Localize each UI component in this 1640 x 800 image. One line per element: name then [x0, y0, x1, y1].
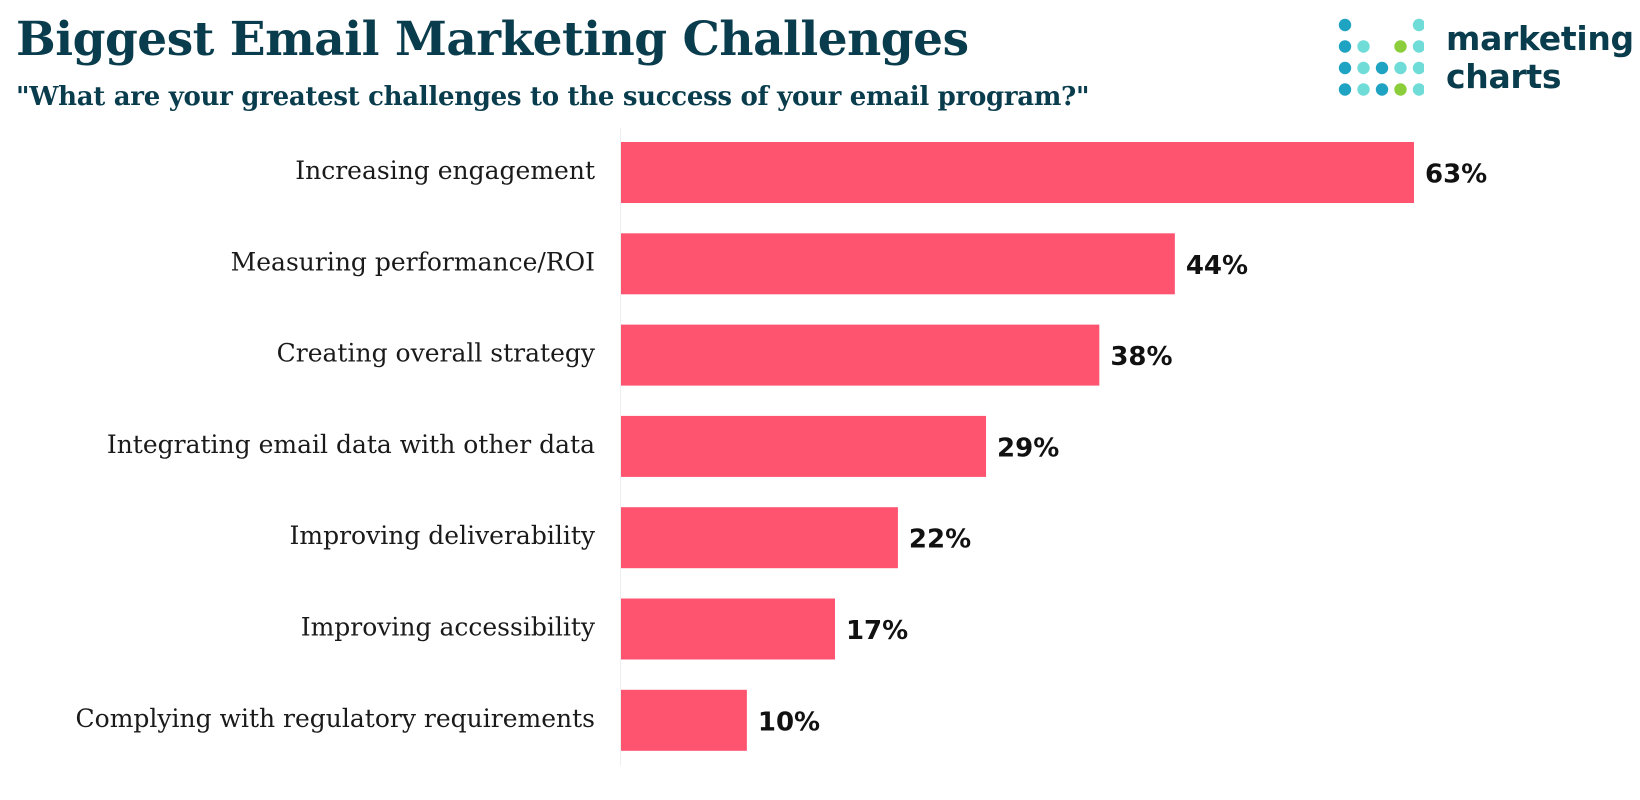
bar [621, 324, 1100, 386]
data-label: 29% [997, 433, 1059, 463]
logo-dot [1357, 40, 1370, 53]
data-label: 38% [1110, 342, 1172, 372]
bar [621, 415, 987, 477]
data-label: 17% [846, 616, 908, 646]
logo-dot [1375, 61, 1389, 75]
category-label: Measuring performance/ROI [231, 247, 595, 276]
logo-text-line2: charts [1446, 57, 1562, 96]
category-label: Complying with regulatory requirements [76, 704, 595, 733]
logo-wordmark: marketing charts [1446, 20, 1634, 96]
logo-dot [1338, 18, 1352, 32]
bar [621, 689, 747, 751]
logo-dot [1338, 40, 1352, 53]
data-label: 44% [1186, 251, 1248, 281]
logo-dot [1357, 61, 1370, 75]
logo-dot [1412, 83, 1424, 96]
logo-dot [1394, 40, 1407, 53]
bar [621, 142, 1414, 203]
data-label: 22% [909, 525, 971, 555]
logo-dots-icon [1338, 18, 1424, 96]
category-label: Improving deliverability [290, 521, 596, 550]
category-label: Improving accessibility [301, 613, 596, 642]
logo-dot [1338, 61, 1352, 75]
logo-dot [1412, 61, 1424, 75]
logo-dot [1357, 83, 1370, 96]
logo-text-line1: marketing [1446, 19, 1634, 58]
data-label: 63% [1425, 160, 1487, 190]
category-label: Integrating email data with other data [107, 430, 595, 459]
bar [621, 233, 1175, 295]
data-label: 10% [758, 707, 820, 737]
logo-dot [1394, 83, 1407, 96]
logo-dot [1338, 83, 1352, 96]
logo-dot [1394, 61, 1407, 75]
category-label: Creating overall strategy [277, 339, 596, 368]
marketing-charts-logo: marketing charts [1338, 18, 1634, 98]
bar [621, 507, 898, 569]
category-label: Increasing engagement [295, 156, 595, 185]
logo-dot [1412, 18, 1424, 32]
chart-title: Biggest Email Marketing Challenges [16, 12, 969, 67]
chart-subtitle: "What are your greatest challenges to th… [16, 82, 1090, 112]
bar [621, 598, 835, 660]
logo-dot [1412, 40, 1424, 53]
logo-dot [1375, 83, 1389, 96]
